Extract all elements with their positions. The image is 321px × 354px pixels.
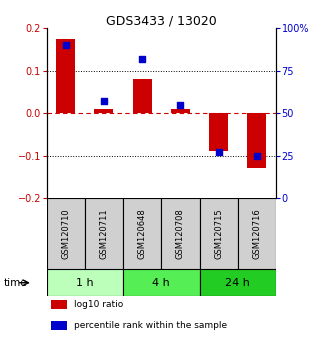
- Bar: [161, 198, 200, 269]
- Bar: [200, 198, 238, 269]
- Point: [216, 149, 221, 155]
- Point: [140, 56, 145, 62]
- Bar: [238, 198, 276, 269]
- Bar: [209, 113, 228, 151]
- Bar: [56, 39, 75, 113]
- Text: GSM120711: GSM120711: [100, 208, 108, 259]
- Bar: [200, 269, 276, 296]
- Bar: [133, 79, 152, 113]
- Bar: [171, 109, 190, 113]
- Text: time: time: [3, 278, 27, 288]
- Text: percentile rank within the sample: percentile rank within the sample: [74, 321, 227, 330]
- Title: GDS3433 / 13020: GDS3433 / 13020: [106, 14, 217, 27]
- Point: [254, 153, 259, 158]
- Text: GSM120716: GSM120716: [252, 208, 261, 259]
- Point: [101, 98, 107, 104]
- Text: log10 ratio: log10 ratio: [74, 300, 123, 309]
- Bar: [247, 113, 266, 168]
- Text: GSM120715: GSM120715: [214, 208, 223, 259]
- Bar: [47, 198, 85, 269]
- Text: GSM120710: GSM120710: [61, 208, 70, 259]
- Text: GSM120708: GSM120708: [176, 208, 185, 259]
- Bar: [51, 300, 67, 309]
- Text: 4 h: 4 h: [152, 278, 170, 288]
- Bar: [85, 198, 123, 269]
- Point: [63, 42, 68, 48]
- Bar: [123, 198, 161, 269]
- Text: 1 h: 1 h: [76, 278, 94, 288]
- Bar: [47, 269, 123, 296]
- Bar: [94, 109, 114, 113]
- Text: GSM120648: GSM120648: [138, 208, 147, 259]
- Point: [178, 102, 183, 108]
- Text: 24 h: 24 h: [225, 278, 250, 288]
- Bar: [51, 321, 67, 330]
- Bar: [123, 269, 200, 296]
